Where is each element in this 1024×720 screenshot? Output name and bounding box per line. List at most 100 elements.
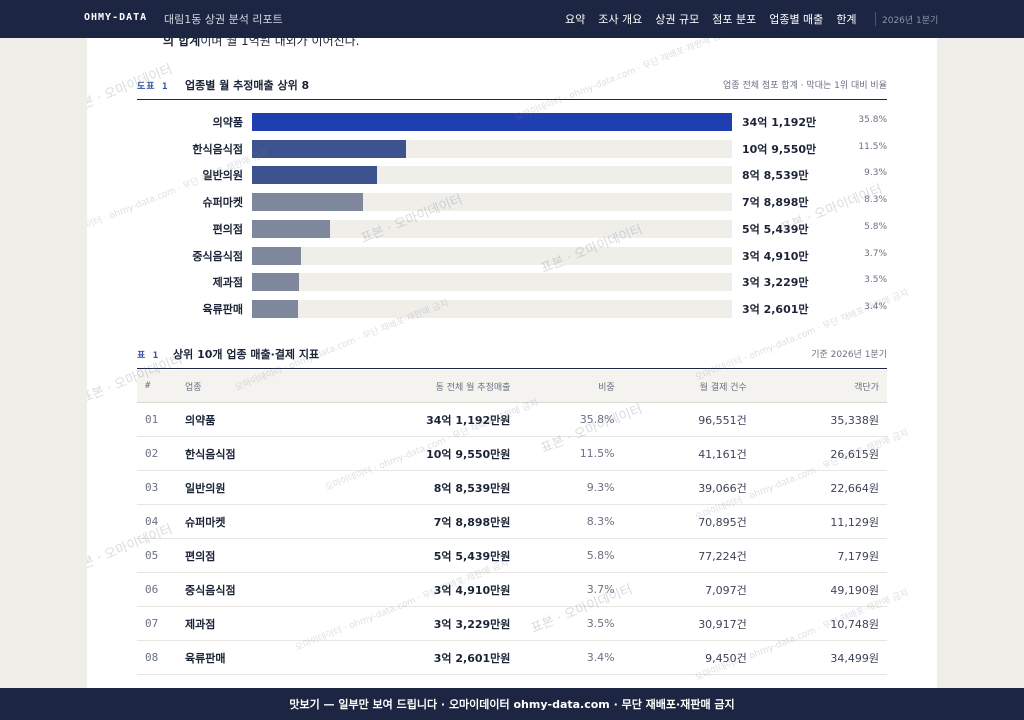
industry-cell: 제과점	[177, 606, 314, 641]
share-cell: 3.4%	[518, 640, 623, 675]
rank-cell: 03	[137, 470, 177, 505]
bar-category-label: 육류판매	[202, 302, 243, 316]
sales-cell: 34억 1,192만원	[313, 402, 519, 437]
body-text-bold: 의 합계	[163, 38, 201, 48]
nav-link-limitations[interactable]: 한계	[836, 13, 857, 26]
figure-label: 도표 1	[137, 82, 169, 92]
bar-row: 한식음식점 10억 9,550만 11.5%	[137, 139, 887, 159]
table-header-row: # 업종 동 전체 월 추정매출 비중 월 결제 건수 객단가	[137, 370, 887, 403]
share-cell: 35.8%	[518, 402, 623, 437]
bar-category-label: 일반의원	[202, 169, 243, 183]
nav-link-market-size[interactable]: 상권 규모	[655, 13, 700, 26]
bar-category-label: 제과점	[212, 276, 243, 290]
bar-share-label: 8.3%	[864, 195, 887, 206]
sales-cell: 3억 2,601만원	[313, 640, 519, 675]
nav-links: 요약 조사 개요 상권 규모 점포 분포 업종별 매출 한계	[565, 11, 870, 27]
rank-cell: 07	[137, 606, 177, 641]
metrics-table: # 업종 동 전체 월 추정매출 비중 월 결제 건수 객단가 01 의약품 34억…	[137, 370, 887, 675]
report-title: 대림1동 상권 분석 리포트	[164, 13, 283, 26]
table-row: 04 슈퍼마켓 7억 8,898만원 8.3% 70,895건 11,129원	[137, 504, 887, 539]
col-sales: 동 전체 월 추정매출	[313, 370, 519, 403]
industry-cell: 의약품	[177, 402, 314, 437]
top-nav: OHMY-DATA 대림1동 상권 분석 리포트 요약 조사 개요 상권 규모 …	[0, 0, 1024, 38]
bar-value-label: 3억 4,910만	[742, 249, 809, 263]
avg-price-cell: 7,179원	[754, 538, 887, 573]
count-cell: 30,917건	[622, 606, 755, 641]
bar-row: 일반의원 8억 8,539만 9.3%	[137, 165, 887, 185]
table-row: 02 한식음식점 10억 9,550만원 11.5% 41,161건 26,615원	[137, 436, 887, 471]
industry-cell: 육류판매	[177, 640, 314, 675]
industry-cell: 편의점	[177, 538, 314, 573]
nav-link-overview[interactable]: 조사 개요	[598, 13, 643, 26]
avg-price-cell: 34,499원	[754, 640, 887, 675]
rank-cell: 05	[137, 538, 177, 573]
brand-logo[interactable]: OHMY-DATA	[84, 12, 148, 23]
preview-banner: 맛보기 — 일부만 보여 드립니다 · 오마이데이터 ohmy-data.com…	[0, 688, 1024, 720]
share-cell: 3.7%	[518, 572, 623, 607]
bar-value-label: 8억 8,539만	[742, 169, 809, 183]
bar-row: 슈퍼마켓 7억 8,898만 8.3%	[137, 192, 887, 212]
nav-link-summary[interactable]: 요약	[565, 13, 586, 26]
sales-cell: 5억 5,439만원	[313, 538, 519, 573]
bar-category-label: 슈퍼마켓	[202, 196, 243, 210]
col-count: 월 결제 건수	[622, 370, 755, 403]
sales-cell: 3억 4,910만원	[313, 572, 519, 607]
bar-share-label: 35.8%	[858, 115, 887, 125]
bar-share-label: 9.3%	[864, 168, 887, 179]
bar	[252, 166, 377, 185]
share-cell: 8.3%	[518, 504, 623, 539]
industry-cell: 슈퍼마켓	[177, 504, 314, 539]
nav-link-store-distribution[interactable]: 점포 분포	[712, 13, 757, 26]
nav-period: 2026년 1분기	[882, 16, 939, 26]
bar-row: 육류판매 3억 2,601만 3.4%	[137, 299, 887, 319]
col-rank: #	[137, 370, 177, 403]
share-cell: 11.5%	[518, 436, 623, 471]
bar-track	[252, 139, 732, 158]
avg-price-cell: 22,664원	[754, 470, 887, 505]
nav-divider	[875, 12, 876, 26]
body-text-rest: 이며 월 1억원 내외가 이어진다.	[200, 38, 360, 48]
bar-value-label: 34억 1,192만	[742, 116, 817, 129]
sales-cell: 10억 9,550만원	[313, 436, 519, 471]
bar	[252, 139, 407, 158]
table-row: 03 일반의원 8억 8,539만원 9.3% 39,066건 22,664원	[137, 470, 887, 505]
report-page: 의 합계이며 월 1억원 내외가 이어진다. 도표 1 업종별 월 추정매출 상…	[87, 38, 937, 688]
industry-cell: 한식음식점	[177, 436, 314, 471]
bar-value-label: 7억 8,898만	[742, 196, 809, 210]
rank-cell: 04	[137, 504, 177, 539]
industry-cell: 일반의원	[177, 470, 314, 505]
avg-price-cell: 49,190원	[754, 572, 887, 607]
figure-header: 도표 1 업종별 월 추정매출 상위 8 업종 전체 점포 합계 · 막대는 1…	[137, 77, 887, 100]
bar	[252, 193, 363, 212]
bar-value-label: 5억 5,439만	[742, 222, 809, 236]
table-row: 07 제과점 3억 3,229만원 3.5% 30,917건 10,748원	[137, 606, 887, 641]
bar	[252, 219, 330, 238]
bar-category-label: 의약품	[212, 116, 243, 129]
share-cell: 9.3%	[518, 470, 623, 505]
figure-title: 업종별 월 추정매출 상위 8	[185, 79, 310, 92]
table-row: 06 중식음식점 3억 4,910만원 3.7% 7,097건 49,190원	[137, 572, 887, 607]
figure-note: 업종 전체 점포 합계 · 막대는 1위 대비 비율	[723, 81, 887, 91]
bar-share-label: 5.8%	[864, 221, 887, 232]
bar-share-label: 3.4%	[864, 301, 887, 312]
table-label: 표 1	[137, 351, 160, 361]
bar-row: 의약품 34억 1,192만 35.8%	[137, 112, 887, 132]
bar-share-label: 3.5%	[864, 275, 887, 286]
share-cell: 3.5%	[518, 606, 623, 641]
table-row: 01 의약품 34억 1,192만원 35.8% 96,551건 35,338원	[137, 402, 887, 437]
industry-cell: 중식음식점	[177, 572, 314, 607]
sales-cell: 7억 8,898만원	[313, 504, 519, 539]
rank-cell: 02	[137, 436, 177, 471]
sales-bar-chart: 의약품 34억 1,192만 35.8% 한식음식점 10억 9,550만 11.5% 일반…	[137, 112, 887, 322]
count-cell: 96,551건	[622, 402, 755, 437]
bar-row: 제과점 3억 3,229만 3.5%	[137, 272, 887, 292]
bar-category-label: 중식음식점	[192, 249, 243, 263]
bar	[252, 299, 298, 318]
nav-link-sales-by-industry[interactable]: 업종별 매출	[769, 13, 824, 26]
col-industry: 업종	[177, 370, 314, 403]
sales-cell: 3억 3,229만원	[313, 606, 519, 641]
count-cell: 7,097건	[622, 572, 755, 607]
avg-price-cell: 11,129원	[754, 504, 887, 539]
bar-share-label: 11.5%	[858, 141, 887, 152]
bar-share-label: 3.7%	[864, 248, 887, 259]
